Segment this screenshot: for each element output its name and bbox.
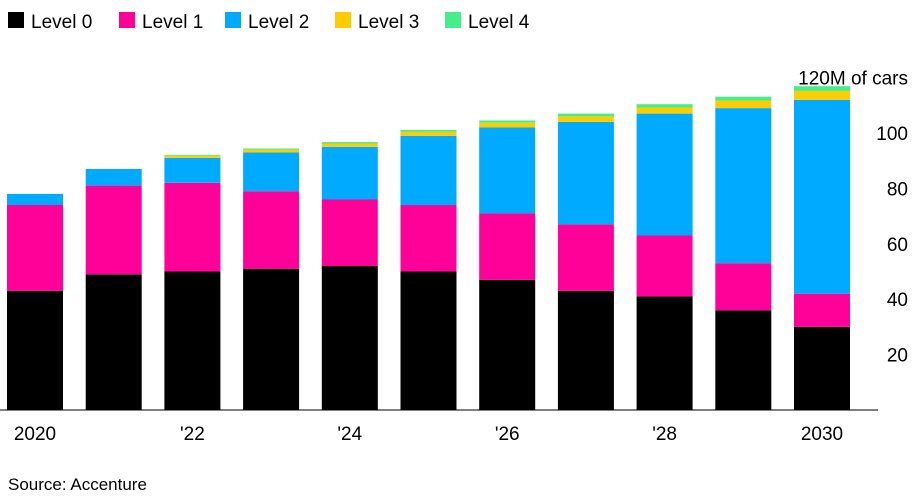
- bar-segment-level-1-2024: [321, 199, 378, 266]
- legend: Level 0 Level 1 Level 2 Level 3 Level 4: [8, 12, 530, 33]
- bar-segment-level-4-2027: [557, 113, 614, 117]
- bar-segment-level-3-2029: [715, 100, 772, 109]
- y-axis: 20 40 60 80 100 120M of cars: [798, 69, 908, 367]
- bar-segment-level-1-2021: [85, 185, 142, 275]
- bar-segment-level-0-2026: [479, 279, 536, 410]
- bar-segment-level-3-2030: [794, 90, 850, 100]
- bar-segment-level-4-2025: [400, 130, 457, 132]
- bar-segment-level-0-2023: [243, 268, 300, 410]
- legend-swatch-level-4: [445, 12, 461, 28]
- bar-segment-level-0-2022: [164, 271, 221, 410]
- bar-segment-level-3-2023: [243, 149, 300, 153]
- bar-segment-level-2-2025: [400, 135, 457, 206]
- legend-label-level-0: Level 0: [31, 12, 92, 33]
- bar-segment-level-1-2030: [794, 293, 850, 327]
- bar-segment-level-2-2027: [557, 121, 614, 225]
- y-tick-label-40: 40: [887, 290, 908, 311]
- bar-segment-level-0-2028: [636, 296, 693, 410]
- bar-segment-level-1-2026: [479, 213, 536, 280]
- bar-segment-level-4-2023: [243, 148, 300, 150]
- x-tick-label-2026: '26: [495, 424, 520, 445]
- bar-segment-level-2-2024: [321, 146, 378, 200]
- y-tick-label-80: 80: [887, 179, 908, 200]
- y-axis-unit-label: 120M of cars: [798, 69, 908, 90]
- legend-swatch-level-2: [225, 12, 241, 28]
- bar-segment-level-2-2023: [243, 152, 300, 192]
- bar-segment-level-4-2022: [164, 154, 221, 156]
- bar-segment-level-1-2022: [164, 182, 221, 272]
- bar-segment-level-3-2028: [636, 107, 693, 114]
- bar-segment-level-1-2025: [400, 205, 457, 272]
- source-note: Source: Accenture: [8, 475, 147, 494]
- bar-segment-level-2-2022: [164, 157, 221, 183]
- legend-label-level-1: Level 1: [142, 12, 203, 33]
- legend-label-level-4: Level 4: [468, 12, 530, 33]
- legend-swatch-level-3: [335, 12, 351, 28]
- bar-segment-level-2-2028: [636, 113, 693, 236]
- bar-segment-level-0-2025: [400, 271, 457, 410]
- bar-segment-level-4-2024: [321, 142, 378, 144]
- bar-segment-level-2-2030: [794, 99, 850, 294]
- bar-segment-level-4-2029: [715, 96, 772, 101]
- bar-segment-level-2-2021: [85, 169, 142, 186]
- bar-segment-level-3-2022: [164, 155, 221, 158]
- x-axis: 2020 '22 '24 '26 '28 2030: [14, 424, 843, 445]
- bar-segment-level-2-2029: [715, 108, 772, 264]
- bar-segment-level-3-2027: [557, 116, 614, 122]
- bar-segment-level-0-2020: [7, 290, 63, 410]
- bar-segment-level-4-2028: [636, 104, 693, 108]
- x-tick-label-2028: '28: [652, 424, 677, 445]
- bar-segment-level-3-2026: [479, 122, 536, 128]
- bar-segment-level-0-2027: [557, 290, 614, 410]
- bar-segment-level-1-2028: [636, 235, 693, 297]
- legend-swatch-level-1: [119, 12, 135, 28]
- bar-segment-level-0-2021: [85, 274, 142, 410]
- bar-segment-level-1-2027: [557, 224, 614, 291]
- x-tick-label-2024: '24: [337, 424, 362, 445]
- bar-segment-level-1-2023: [243, 191, 300, 269]
- legend-swatch-level-0: [8, 12, 24, 28]
- bar-segment-level-0-2029: [715, 310, 772, 410]
- bar-segment-level-4-2026: [479, 120, 536, 123]
- bar-segment-level-4-2030: [794, 86, 850, 91]
- y-tick-label-60: 60: [887, 235, 908, 256]
- bars: [7, 86, 850, 410]
- y-tick-label-20: 20: [887, 346, 908, 367]
- bar-segment-level-1-2020: [7, 205, 63, 291]
- bar-segment-level-1-2029: [715, 263, 772, 311]
- x-tick-label-2030: 2030: [801, 424, 843, 445]
- bar-segment-level-3-2025: [400, 131, 457, 136]
- legend-label-level-3: Level 3: [358, 12, 419, 33]
- legend-label-level-2: Level 2: [248, 12, 309, 33]
- bar-segment-level-2-2020: [7, 193, 63, 205]
- bar-segment-level-0-2030: [794, 326, 850, 410]
- bar-segment-level-0-2024: [321, 266, 378, 410]
- y-tick-label-100: 100: [876, 124, 908, 145]
- bar-segment-level-2-2026: [479, 127, 536, 214]
- x-tick-label-2020: 2020: [14, 424, 56, 445]
- bar-segment-level-3-2024: [321, 143, 378, 147]
- x-tick-label-2022: '22: [180, 424, 205, 445]
